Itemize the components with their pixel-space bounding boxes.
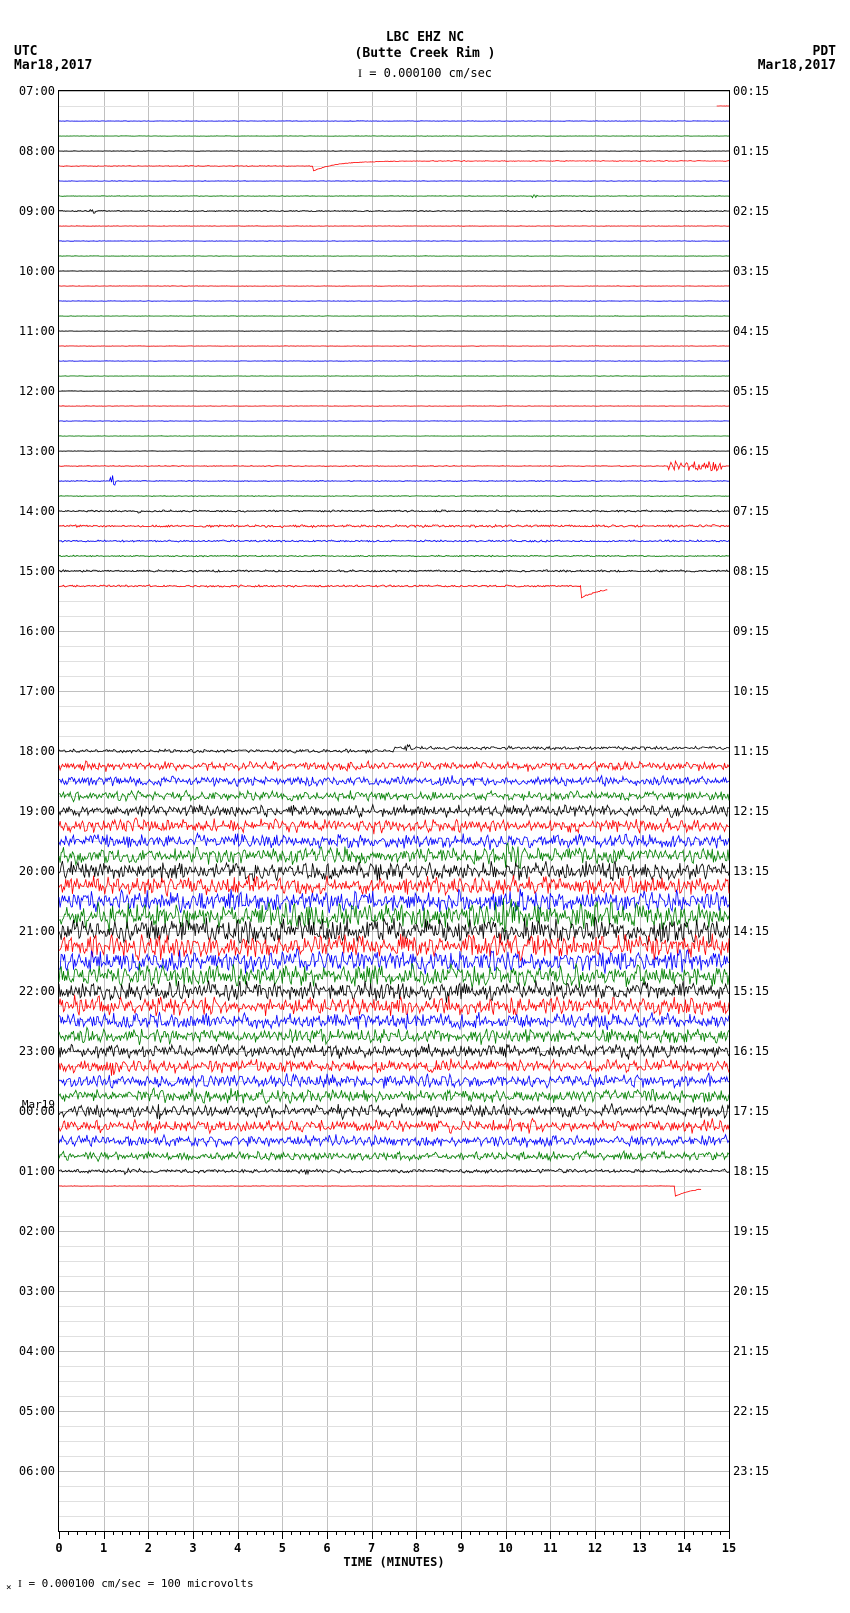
ytick-left: 08:00 [5, 144, 55, 158]
ytick-left: 02:00 [5, 1224, 55, 1238]
ytick-left: 20:00 [5, 864, 55, 878]
station-location: (Butte Creek Rim ) [0, 46, 850, 62]
ytick-right: 14:15 [733, 924, 769, 938]
tz-left: UTC [14, 44, 37, 59]
seismogram-trace [59, 556, 729, 616]
ytick-left: 13:00 [5, 444, 55, 458]
ytick-left: 16:00 [5, 624, 55, 638]
xtick-label: 5 [279, 1541, 286, 1555]
xtick-label: 13 [632, 1541, 646, 1555]
ytick-right: 09:15 [733, 624, 769, 638]
ytick-right: 23:15 [733, 1464, 769, 1478]
ytick-left: 09:00 [5, 204, 55, 218]
ytick-right: 02:15 [733, 204, 769, 218]
ytick-right: 18:15 [733, 1164, 769, 1178]
ytick-right: 20:15 [733, 1284, 769, 1298]
ytick-left: 18:00 [5, 744, 55, 758]
ytick-right: 21:15 [733, 1344, 769, 1358]
ytick-right: 13:15 [733, 864, 769, 878]
ytick-left: 19:00 [5, 804, 55, 818]
ytick-right: 08:15 [733, 564, 769, 578]
xtick-label: 6 [323, 1541, 330, 1555]
xtick-label: 11 [543, 1541, 557, 1555]
date-left: Mar18,2017 [14, 58, 92, 73]
xtick-label: 8 [413, 1541, 420, 1555]
ytick-left: 10:00 [5, 264, 55, 278]
ytick-left: 06:00 [5, 1464, 55, 1478]
ytick-left: 01:00 [5, 1164, 55, 1178]
ytick-right: 10:15 [733, 684, 769, 698]
ytick-right: 03:15 [733, 264, 769, 278]
xtick-label: 3 [189, 1541, 196, 1555]
tz-right: PDT [813, 44, 836, 59]
ytick-right: 06:15 [733, 444, 769, 458]
ytick-left: 17:00 [5, 684, 55, 698]
ytick-left: 22:00 [5, 984, 55, 998]
xtick-label: 0 [55, 1541, 62, 1555]
xtick-label: 7 [368, 1541, 375, 1555]
ytick-left: 07:00 [5, 84, 55, 98]
ytick-right: 17:15 [733, 1104, 769, 1118]
ytick-right: 07:15 [733, 504, 769, 518]
xtick-label: 1 [100, 1541, 107, 1555]
ytick-left: 14:00 [5, 504, 55, 518]
xtick-label: 2 [145, 1541, 152, 1555]
ytick-left: 23:00 [5, 1044, 55, 1058]
xtick-label: 15 [722, 1541, 736, 1555]
ytick-left: 05:00 [5, 1404, 55, 1418]
seismogram-container: LBC EHZ NC (Butte Creek Rim ) I = 0.0001… [0, 0, 850, 1613]
ytick-left: 21:00 [5, 924, 55, 938]
xtick-label: 12 [588, 1541, 602, 1555]
ytick-right: 04:15 [733, 324, 769, 338]
seismogram-trace [59, 1156, 729, 1216]
ytick-right: 12:15 [733, 804, 769, 818]
ytick-right: 22:15 [733, 1404, 769, 1418]
ytick-right: 05:15 [733, 384, 769, 398]
ytick-right: 16:15 [733, 1044, 769, 1058]
xtick-label: 9 [457, 1541, 464, 1555]
xtick-label: 4 [234, 1541, 241, 1555]
ytick-left: 03:00 [5, 1284, 55, 1298]
ytick-right: 19:15 [733, 1224, 769, 1238]
ytick-right: 15:15 [733, 984, 769, 998]
station-code: LBC EHZ NC [0, 30, 850, 46]
ytick-right: 00:15 [733, 84, 769, 98]
xtick-label: 14 [677, 1541, 691, 1555]
ytick-right: 01:15 [733, 144, 769, 158]
ytick-left: 15:00 [5, 564, 55, 578]
footer-scale: × I = 0.000100 cm/sec = 100 microvolts [6, 1577, 254, 1593]
plot-area: TIME (MINUTES) 012345678910111213141507:… [58, 90, 730, 1532]
xtick-label: 10 [498, 1541, 512, 1555]
xaxis-title: TIME (MINUTES) [343, 1555, 444, 1569]
ytick-right: 11:15 [733, 744, 769, 758]
ytick-left: 12:00 [5, 384, 55, 398]
date-right: Mar18,2017 [758, 58, 836, 73]
ytick-left: 11:00 [5, 324, 55, 338]
ytick-left: 04:00 [5, 1344, 55, 1358]
midnight-date: Mar19 [5, 1098, 55, 1111]
header: LBC EHZ NC (Butte Creek Rim ) [0, 30, 850, 61]
